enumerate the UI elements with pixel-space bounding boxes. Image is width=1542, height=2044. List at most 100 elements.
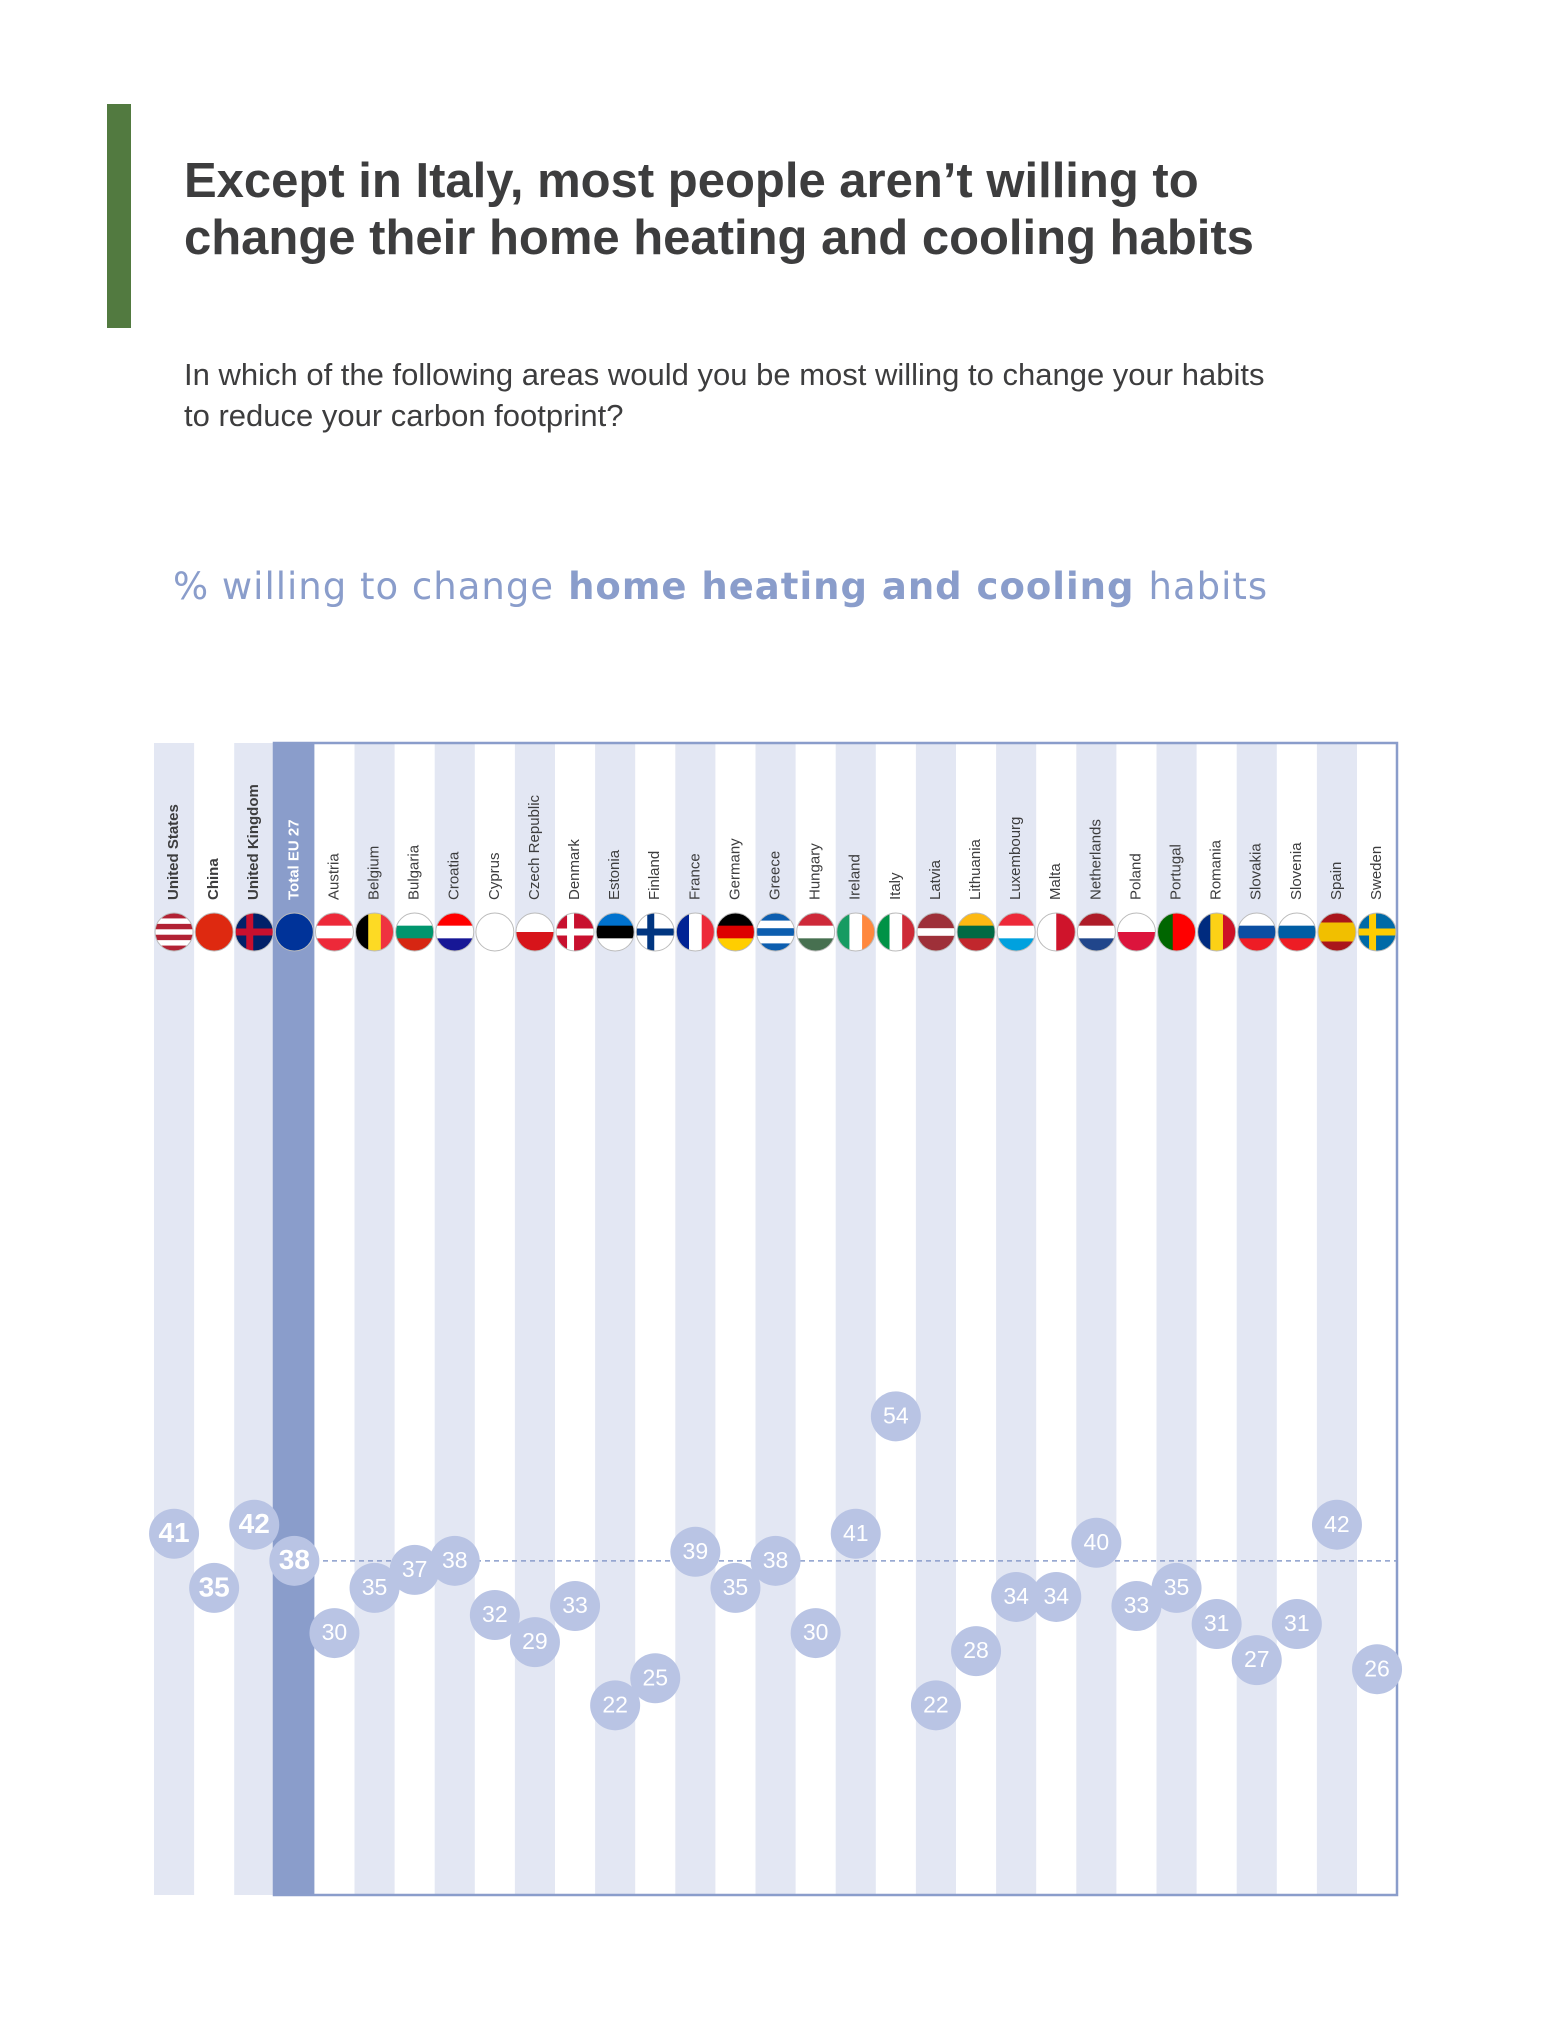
flag-outline [675, 912, 715, 952]
value-label: 30 [322, 1619, 348, 1645]
flag [1037, 913, 1076, 951]
flag-stripe [997, 938, 1036, 951]
value-label: 28 [963, 1637, 989, 1663]
value-label: 37 [402, 1556, 428, 1582]
flag-stripe [957, 925, 996, 939]
flag [796, 913, 835, 951]
flag-outline [715, 912, 755, 952]
value-label: 41 [158, 1517, 189, 1548]
flag-stripe [315, 938, 354, 951]
flag-outline [435, 912, 475, 952]
flag-stripe [756, 928, 795, 937]
category-label: Finland [646, 851, 663, 900]
flag-stripe [355, 913, 369, 951]
flag-outline [1357, 912, 1397, 952]
flag-stripe [1077, 913, 1116, 927]
flag-stripe [889, 913, 903, 951]
category-label: Sweden [1368, 846, 1385, 900]
dot [1071, 1517, 1122, 1568]
flag-outline [916, 912, 956, 952]
value-label: 30 [803, 1619, 829, 1645]
flag [957, 913, 996, 951]
flag-outline [756, 912, 796, 952]
value-label: 27 [1244, 1646, 1270, 1672]
value-label: 31 [1284, 1610, 1310, 1636]
flag-stripe [1317, 932, 1356, 942]
flag-stripe [515, 932, 554, 951]
flag-stripe [1222, 913, 1236, 951]
flag [1117, 913, 1156, 951]
flag [1317, 913, 1356, 951]
flag-cross [246, 913, 254, 951]
value-label: 35 [723, 1574, 749, 1600]
flag-stripe [1277, 938, 1316, 951]
flag [1237, 913, 1276, 951]
flag-outline [154, 912, 194, 952]
flag [235, 913, 274, 951]
flag-stripe [756, 920, 795, 929]
flag-outline [876, 912, 916, 952]
dot [1111, 1580, 1162, 1631]
flag-stripe [1197, 913, 1211, 951]
category-label: Slovakia [1248, 843, 1265, 900]
flag-cross [235, 928, 274, 936]
flag-stripe [155, 940, 194, 947]
flag [716, 913, 755, 951]
flag-outline [595, 912, 635, 952]
flag-stripe [1187, 913, 1196, 951]
flag [355, 913, 394, 951]
flag-outline [1157, 912, 1197, 952]
dot [951, 1626, 1002, 1677]
flag-stripe [1237, 913, 1276, 927]
flag-outline [515, 912, 555, 952]
flag [395, 913, 434, 951]
flag-stripe [916, 935, 955, 944]
flag-outline [1277, 912, 1317, 952]
subtitle-line: In which of the following areas would yo… [184, 357, 1264, 392]
flag-stripe [1157, 913, 1166, 951]
flag-stripe [1237, 925, 1276, 939]
flag-stripe [380, 913, 394, 951]
value-label: 34 [1043, 1583, 1069, 1609]
flag-stripe [155, 929, 194, 936]
dot [630, 1653, 681, 1704]
flag-outline [355, 912, 395, 952]
flag [1277, 913, 1316, 951]
plot: United States China United Kingdom Total EU… [149, 741, 1403, 1897]
flag [275, 913, 314, 951]
flag-stripe [1037, 913, 1057, 951]
category-label: Total EU 27 [285, 819, 302, 900]
dot [389, 1544, 440, 1595]
flag-stripe [756, 943, 795, 951]
flag-outline [1197, 912, 1237, 952]
flag-outline [996, 912, 1036, 952]
dot [710, 1562, 761, 1613]
category-label: China [205, 858, 222, 900]
flag-stripe [957, 913, 996, 927]
flag-stripe [902, 913, 915, 951]
flag [315, 913, 354, 951]
value-label: 32 [482, 1601, 508, 1627]
flag [1197, 913, 1236, 951]
category-label: Spain [1328, 862, 1345, 900]
dot [269, 1535, 320, 1586]
title-line: Except in Italy, most people aren’t will… [184, 154, 1199, 208]
dot [1031, 1571, 1082, 1622]
flag-stripe [676, 913, 690, 951]
category-label: Greece [767, 851, 784, 900]
category-label: Latvia [927, 859, 944, 900]
flag-stripe [1117, 913, 1156, 933]
flag-outline [956, 912, 996, 952]
flag-stripe [849, 913, 863, 951]
flag-outline [1237, 912, 1277, 952]
flag-stripe [1117, 932, 1156, 951]
dot [309, 1608, 360, 1659]
category-label: Ireland [847, 854, 864, 900]
flag [596, 913, 635, 951]
value-label: 38 [763, 1547, 789, 1573]
dot [1151, 1562, 1202, 1613]
flag-stripe [756, 913, 795, 922]
flag [876, 913, 915, 951]
flag-stripe [368, 913, 382, 951]
value-label: 29 [522, 1628, 548, 1654]
